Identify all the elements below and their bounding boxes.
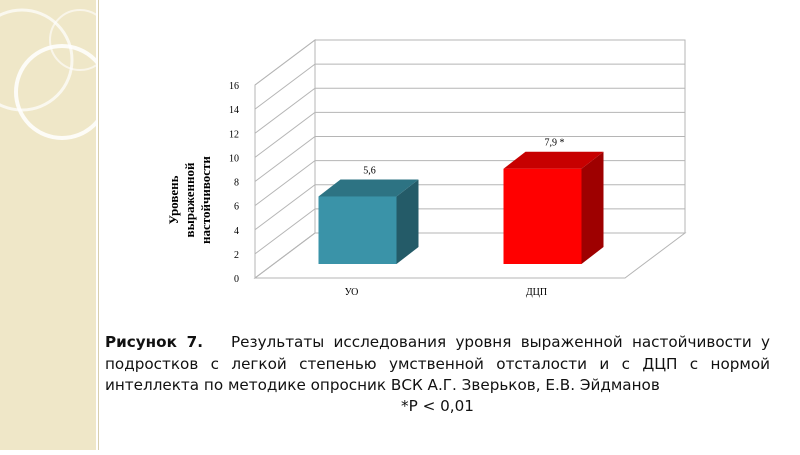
bar-top-0: [318, 179, 419, 197]
caption-footnote: *Р < 0,01: [401, 397, 474, 415]
y-tick-label: 12: [229, 129, 239, 140]
y-tick-label: 6: [234, 202, 239, 213]
bar-1: [503, 168, 582, 264]
gridline: [254, 136, 685, 182]
data-label-1: 7,9 *: [545, 138, 565, 149]
y-tick-label: 2: [234, 250, 239, 261]
side-divider: [98, 0, 99, 450]
y-tick-label: 16: [229, 81, 239, 92]
bar-0: [318, 196, 397, 264]
figure-caption: Рисунок 7. Результаты исследования уровн…: [105, 332, 770, 397]
bar-side-0: [396, 179, 419, 264]
y-tick-label: 4: [234, 226, 239, 237]
gridline: [254, 63, 685, 110]
x-tick-label-0: УО: [345, 287, 359, 298]
x-tick-label-1: ДЦП: [526, 287, 547, 298]
gridline: [254, 111, 685, 158]
y-tick-label: 10: [229, 153, 239, 164]
caption-prefix: Рисунок 7.: [105, 333, 204, 351]
bar-side-1: [581, 151, 604, 264]
gridline: [254, 39, 685, 86]
decorative-side-band: [0, 0, 111, 450]
gridline: [254, 87, 685, 134]
y-tick-label: 14: [229, 105, 239, 116]
y-axis-label: Уровень выраженной настойчивости: [166, 156, 213, 244]
data-label-0: 5,6: [363, 165, 376, 176]
y-tick-label: 0: [234, 274, 239, 285]
y-tick-label: 8: [234, 178, 239, 189]
caption-text: Результаты исследования уровня выраженно…: [105, 333, 770, 394]
bar-top-1: [503, 151, 604, 169]
